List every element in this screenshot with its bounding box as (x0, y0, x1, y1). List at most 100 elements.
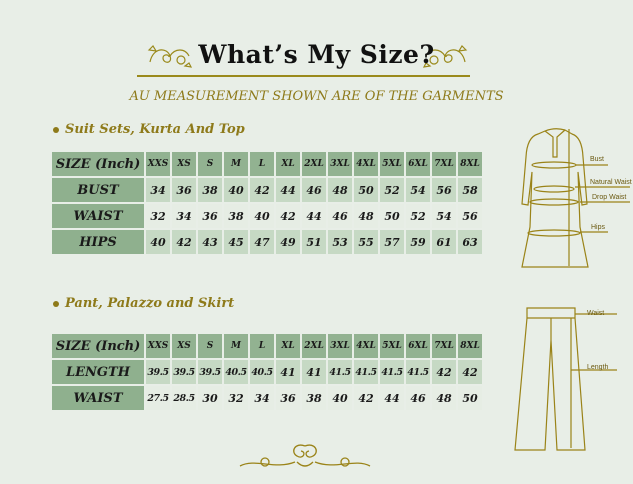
table-cell: 42 (458, 360, 482, 384)
size-header: M (224, 334, 248, 358)
table-cell: 40 (224, 178, 248, 202)
size-header: 3XL (328, 334, 352, 358)
size-header: XL (276, 334, 300, 358)
table-cell: 61 (432, 230, 456, 254)
table-cell: 41.5 (406, 360, 430, 384)
table-row: LENGTH 39.5 39.5 39.5 40.5 40.5 41 41 41.5 41.5 41… (52, 360, 482, 384)
table-cell: 38 (302, 386, 326, 410)
table-cell: 56 (458, 204, 482, 228)
table-row: WAIST 32 34 36 38 40 42 44 46 48 50 52 54 56 (52, 204, 482, 228)
table-cell: 45 (224, 230, 248, 254)
table-cell: 53 (328, 230, 352, 254)
size-header: 8XL (458, 152, 482, 176)
table-cell: 44 (380, 386, 404, 410)
table-cell: 48 (328, 178, 352, 202)
size-header: 8XL (458, 334, 482, 358)
table-cell: 55 (354, 230, 378, 254)
table-cell: 40.5 (224, 360, 248, 384)
pants-diagram (514, 307, 617, 451)
table-row: BUST 34 36 38 40 42 44 46 48 50 52 54 56 58 (52, 178, 482, 202)
table-cell: 38 (224, 204, 248, 228)
table-cell: 63 (458, 230, 482, 254)
table-cell: 52 (380, 178, 404, 202)
table-cell: 36 (198, 204, 222, 228)
table-row: WAIST 27.5 28.5 30 32 34 36 38 40 42 44 46 48 50 (52, 386, 482, 410)
size-header: 5XL (380, 334, 404, 358)
size-table-bottoms: SIZE (Inch) XXS XS S M L XL 2XL 3XL 4XL 5XL 6XL 7XL 8… (50, 332, 484, 412)
section-heading-text: Pant, Palazzo and Skirt (65, 296, 235, 311)
page-title: What’s My Size? (198, 40, 435, 69)
table-cell: 40.5 (250, 360, 274, 384)
size-header: M (224, 152, 248, 176)
diagram-label: Waist (587, 310, 605, 317)
table-cell: 38 (198, 178, 222, 202)
table-cell: 46 (328, 204, 352, 228)
table-cell: 54 (406, 178, 430, 202)
row-label: HIPS (52, 230, 144, 254)
ornament-bottom-icon (239, 444, 371, 467)
size-header: 7XL (432, 334, 456, 358)
header-label: SIZE (Inch) (52, 334, 144, 358)
table-cell: 42 (432, 360, 456, 384)
table-cell: 41.5 (328, 360, 352, 384)
row-label: LENGTH (52, 360, 144, 384)
table-cell: 30 (198, 386, 222, 410)
table-cell: 27.5 (146, 386, 170, 410)
size-header: L (250, 334, 274, 358)
table-cell: 50 (458, 386, 482, 410)
table-header-row: SIZE (Inch) XXS XS S M L XL 2XL 3XL 4XL 5XL 6XL 7XL 8… (52, 334, 482, 358)
table-cell: 44 (302, 204, 326, 228)
table-cell: 42 (250, 178, 274, 202)
diagram-label: Hips (591, 224, 606, 231)
table-cell: 41 (302, 360, 326, 384)
table-cell: 44 (276, 178, 300, 202)
size-table-tops: SIZE (Inch) XXS XS S M L XL 2XL 3XL 4XL 5XL 6XL 7XL 8… (50, 150, 484, 256)
table-header-row: SIZE (Inch) XXS XS S M L XL 2XL 3XL 4XL 5XL 6XL 7XL 8… (52, 152, 482, 176)
size-header: XXS (146, 152, 170, 176)
table-cell: 39.5 (146, 360, 170, 384)
section-heading-bottoms: Pant, Palazzo and Skirt (53, 296, 234, 311)
table-cell: 58 (458, 178, 482, 202)
subtitle: AU MEASUREMENT SHOWN ARE OF THE GARMENTS (129, 89, 504, 104)
table-cell: 43 (198, 230, 222, 254)
table-cell: 50 (380, 204, 404, 228)
table-cell: 46 (302, 178, 326, 202)
row-label: BUST (52, 178, 144, 202)
kurta-diagram (521, 128, 630, 268)
bullet-icon (53, 126, 59, 133)
size-header: XS (172, 334, 196, 358)
table-cell: 41.5 (380, 360, 404, 384)
table-cell: 42 (354, 386, 378, 410)
table-cell: 34 (146, 178, 170, 202)
table-cell: 47 (250, 230, 274, 254)
size-header: S (198, 334, 222, 358)
table-cell: 50 (354, 178, 378, 202)
table-cell: 36 (276, 386, 300, 410)
table-cell: 46 (406, 386, 430, 410)
section-heading-text: Suit Sets, Kurta And Top (65, 122, 245, 137)
header-label: SIZE (Inch) (52, 152, 144, 176)
table-cell: 34 (250, 386, 274, 410)
size-header: 5XL (380, 152, 404, 176)
table-cell: 41.5 (354, 360, 378, 384)
size-header: 4XL (354, 152, 378, 176)
table-cell: 28.5 (172, 386, 196, 410)
size-header: XS (172, 152, 196, 176)
title-divider (137, 75, 470, 77)
table-cell: 41 (276, 360, 300, 384)
table-cell: 34 (172, 204, 196, 228)
size-header: 6XL (406, 334, 430, 358)
size-header: 3XL (328, 152, 352, 176)
table-cell: 59 (406, 230, 430, 254)
ornament-left-icon (147, 45, 193, 68)
size-header: 6XL (406, 152, 430, 176)
size-header: 2XL (302, 334, 326, 358)
table-cell: 56 (432, 178, 456, 202)
size-header: XL (276, 152, 300, 176)
section-heading-tops: Suit Sets, Kurta And Top (53, 122, 245, 137)
table-cell: 32 (224, 386, 248, 410)
bullet-icon (53, 300, 59, 307)
table-row: HIPS 40 42 43 45 47 49 51 53 55 57 59 61 63 (52, 230, 482, 254)
table-cell: 39.5 (198, 360, 222, 384)
table-cell: 40 (250, 204, 274, 228)
